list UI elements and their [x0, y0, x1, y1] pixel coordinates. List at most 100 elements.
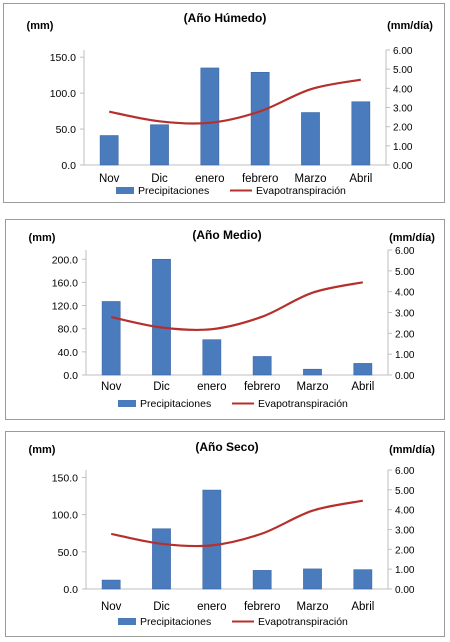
legend-bar-swatch: [118, 400, 136, 407]
category-label: febrero: [244, 601, 280, 613]
evapotranspiration-line: [110, 281, 364, 332]
precip-bar-enero: [200, 67, 220, 166]
chart-title: (Año Húmedo): [184, 11, 267, 25]
category-label: Nov: [101, 601, 122, 613]
chart-panel-seco: (Año Seco) (mm) (mm/día) 0.0 50.0 100.0 150.0 0…: [5, 431, 445, 637]
left-tick-label: 0.0: [63, 370, 78, 382]
chart-legend: Precipitaciones Evapotranspiración: [116, 185, 346, 197]
right-tick-label: 6.00: [393, 46, 413, 57]
right-tick-label: 2.00: [393, 123, 413, 134]
chart-panel-medio: (Año Medio) (mm) (mm/día) 0.0 40.0 80.0 120.0 1…: [5, 219, 445, 420]
right-tick-label: 6.00: [395, 246, 415, 257]
left-tick-label: 0.0: [63, 584, 78, 596]
left-tick-label: 80.0: [58, 324, 79, 336]
precip-bar-febrero: [252, 356, 272, 376]
left-tick-label: 50.0: [58, 547, 79, 559]
left-tick-label: 150.0: [52, 472, 78, 484]
right-tick-label: 2.00: [395, 329, 415, 340]
chart-panel-humedo: (Año Húmedo) (mm) (mm/día) 0.0 50.0 100.0 150.…: [3, 3, 445, 203]
evapotranspiration-line: [110, 499, 364, 548]
precip-bar-Nov: [101, 579, 121, 590]
category-label: Marzo: [297, 381, 329, 393]
left-axis-unit: (mm): [29, 232, 56, 244]
legend-line-label: Evapotranspiración: [258, 616, 348, 628]
left-tick-label: 100.0: [50, 88, 76, 100]
precip-bar-Nov: [101, 301, 121, 376]
right-tick-label: 0.00: [395, 371, 415, 382]
category-label: febrero: [242, 173, 278, 185]
legend-bar-label: Precipitaciones: [138, 185, 209, 197]
precip-bar-enero: [202, 339, 222, 376]
left-tick-label: 0.0: [61, 160, 76, 172]
left-axis-unit: (mm): [27, 20, 54, 32]
category-label: Nov: [101, 381, 122, 393]
precip-bar-Marzo: [301, 112, 320, 166]
precip-bar-Abril: [351, 101, 371, 166]
category-label: Dic: [151, 173, 168, 185]
legend-bar-swatch: [118, 618, 136, 625]
right-tick-label: 3.00: [395, 526, 415, 537]
right-tick-label: 3.00: [393, 104, 413, 115]
category-label: Abril: [351, 381, 374, 393]
right-axis-unit: (mm/día): [387, 20, 433, 32]
chart-seco: (Año Seco) (mm) (mm/día) 0.0 50.0 100.0 150.0 0…: [29, 440, 436, 628]
category-label: Abril: [351, 601, 374, 613]
right-tick-label: 0.00: [395, 585, 415, 596]
right-tick-label: 5.00: [395, 486, 415, 497]
category-label: enero: [195, 173, 224, 185]
chart-legend: Precipitaciones Evapotranspiración: [118, 616, 348, 628]
precip-bar-febrero: [250, 71, 270, 166]
category-label: enero: [197, 601, 226, 613]
chart-title: (Año Medio): [192, 228, 261, 242]
chart-humedo: (Año Húmedo) (mm) (mm/día) 0.0 50.0 100.0 150.…: [27, 11, 434, 197]
left-tick-label: 120.0: [52, 301, 78, 313]
precip-bar-febrero: [252, 570, 272, 590]
left-axis-unit: (mm): [29, 444, 56, 456]
right-tick-label: 1.00: [393, 142, 413, 153]
category-label: Marzo: [297, 601, 329, 613]
left-tick-label: 100.0: [52, 510, 78, 522]
legend-bar-label: Precipitaciones: [140, 398, 211, 410]
legend-line-label: Evapotranspiración: [258, 398, 348, 410]
right-tick-label: 4.00: [395, 506, 415, 517]
right-tick-label: 4.00: [395, 288, 415, 299]
category-label: Dic: [153, 381, 170, 393]
left-tick-label: 160.0: [52, 277, 78, 289]
precip-bar-Dic: [150, 124, 169, 166]
legend-bar-swatch: [116, 187, 134, 194]
right-tick-label: 6.00: [395, 466, 415, 477]
legend-line-label: Evapotranspiración: [256, 185, 346, 197]
left-tick-label: 200.0: [52, 254, 78, 266]
precip-bar-Dic: [152, 258, 171, 376]
precip-bar-Abril: [353, 569, 373, 590]
right-tick-label: 1.00: [395, 565, 415, 576]
right-tick-label: 4.00: [393, 84, 413, 95]
category-label: Dic: [153, 601, 170, 613]
right-tick-label: 2.00: [395, 545, 415, 556]
chart-title: (Año Seco): [195, 440, 258, 454]
category-label: enero: [197, 381, 226, 393]
right-tick-label: 1.00: [395, 350, 415, 361]
category-label: febrero: [244, 381, 280, 393]
right-axis-unit: (mm/día): [389, 444, 435, 456]
right-tick-label: 3.00: [395, 309, 415, 320]
right-tick-label: 0.00: [393, 161, 413, 172]
left-tick-label: 40.0: [58, 347, 79, 359]
category-label: Abril: [349, 173, 372, 185]
legend-bar-label: Precipitaciones: [140, 616, 211, 628]
precip-bar-Abril: [353, 363, 373, 376]
evapotranspiration-line: [108, 78, 362, 125]
right-axis-unit: (mm/día): [389, 232, 435, 244]
left-tick-label: 50.0: [56, 124, 77, 136]
precip-bar-Nov: [99, 135, 119, 166]
precip-bar-Dic: [152, 528, 171, 590]
right-tick-label: 5.00: [393, 65, 413, 76]
precip-bar-enero: [202, 489, 222, 590]
precip-bar-Marzo: [303, 568, 322, 590]
chart-legend: Precipitaciones Evapotranspiración: [118, 398, 348, 410]
chart-medio: (Año Medio) (mm) (mm/día) 0.0 40.0 80.0 120.0 1…: [29, 228, 436, 410]
category-label: Nov: [99, 173, 120, 185]
right-tick-label: 5.00: [395, 267, 415, 278]
precip-bar-Marzo: [303, 368, 322, 376]
category-label: Marzo: [295, 173, 327, 185]
